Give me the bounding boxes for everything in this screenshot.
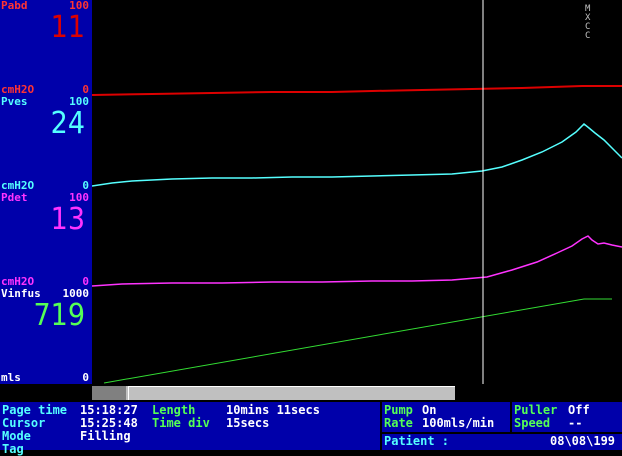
channel-unit: mls <box>1 371 21 384</box>
channel-name: Vinfus <box>1 288 41 300</box>
time-div-label: Time div <box>152 416 210 430</box>
channel-name: Pves <box>1 96 28 108</box>
channel-max: 1000 <box>62 288 90 300</box>
scrollbar-left-region[interactable] <box>92 386 126 400</box>
rate-value: 100mls/min <box>422 416 495 430</box>
channel-value: 11 <box>50 10 85 45</box>
length-label: Length <box>152 403 196 417</box>
marker-c1: C <box>585 22 590 32</box>
channel-panel-pabd: Pabd 100 11 cmH2O 0 <box>0 0 92 96</box>
channel-name: Pabd <box>1 0 28 12</box>
channel-min: 0 <box>82 83 89 96</box>
channel-value: 719 <box>33 298 85 333</box>
channel-min: 0 <box>82 371 89 384</box>
rate-label: Rate <box>384 416 413 430</box>
channel-max: 100 <box>69 0 89 12</box>
channel-unit: cmH2O <box>1 83 35 96</box>
channel-name: Pdet <box>1 192 28 204</box>
mode-label: Mode <box>2 429 31 443</box>
channel-max: 100 <box>69 192 89 204</box>
status-panel-main: Page time 15:18:27 Length 10mins 11secs … <box>0 402 380 456</box>
speed-label: Speed <box>514 416 551 430</box>
time-div-value: 15secs <box>226 416 270 430</box>
marker-c2: C <box>585 31 590 41</box>
pves-trace <box>92 122 622 187</box>
time-scrollbar[interactable] <box>92 384 622 400</box>
patient-label: Patient : <box>384 434 450 448</box>
pdet-trace <box>92 235 622 287</box>
status-panel-pump: Pump On Rate 100mls/min <box>382 402 510 432</box>
speed-value: -- <box>568 416 583 430</box>
pump-value: On <box>422 403 437 417</box>
marker-x: X <box>585 13 591 23</box>
cursor-label: Cursor <box>2 416 46 430</box>
channel-panel-pves: Pves 100 24 cmH2O 0 <box>0 96 92 192</box>
channel-value: 13 <box>50 202 85 237</box>
pump-label: Pump <box>384 403 413 417</box>
channel-max: 100 <box>69 96 89 108</box>
status-panel-puller: Puller Off Speed -- <box>512 402 622 432</box>
channel-unit: cmH2O <box>1 179 35 192</box>
length-value: 10mins 11secs <box>226 403 320 417</box>
page-time-label: Page time <box>2 403 68 417</box>
status-panel-patient: Patient : 08\08\199 <box>382 434 622 450</box>
vinfus-trace <box>103 298 612 384</box>
page-time-value: 15:18:27 <box>80 403 138 417</box>
date-value: 08\08\199 <box>550 434 616 448</box>
channel-panel-pdet: Pdet 100 13 cmH2O 0 <box>0 192 92 288</box>
puller-label: Puller <box>514 403 558 417</box>
marker-legend: M X C C <box>585 4 591 41</box>
scrollbar-thumb[interactable] <box>128 386 455 400</box>
channel-panel-vinfus: Vinfus 1000 719 mls 0 <box>0 288 92 384</box>
mode-value: Filling <box>80 429 131 443</box>
cursor-value: 15:25:48 <box>80 416 138 430</box>
channel-unit: cmH2O <box>1 275 35 288</box>
marker-m: M <box>585 4 591 14</box>
channel-min: 0 <box>82 275 89 288</box>
trace-plot[interactable]: M X C C <box>92 0 622 384</box>
pabd-trace <box>92 85 622 96</box>
channel-min: 0 <box>82 179 89 192</box>
puller-value: Off <box>568 403 590 417</box>
channel-value: 24 <box>50 106 85 141</box>
